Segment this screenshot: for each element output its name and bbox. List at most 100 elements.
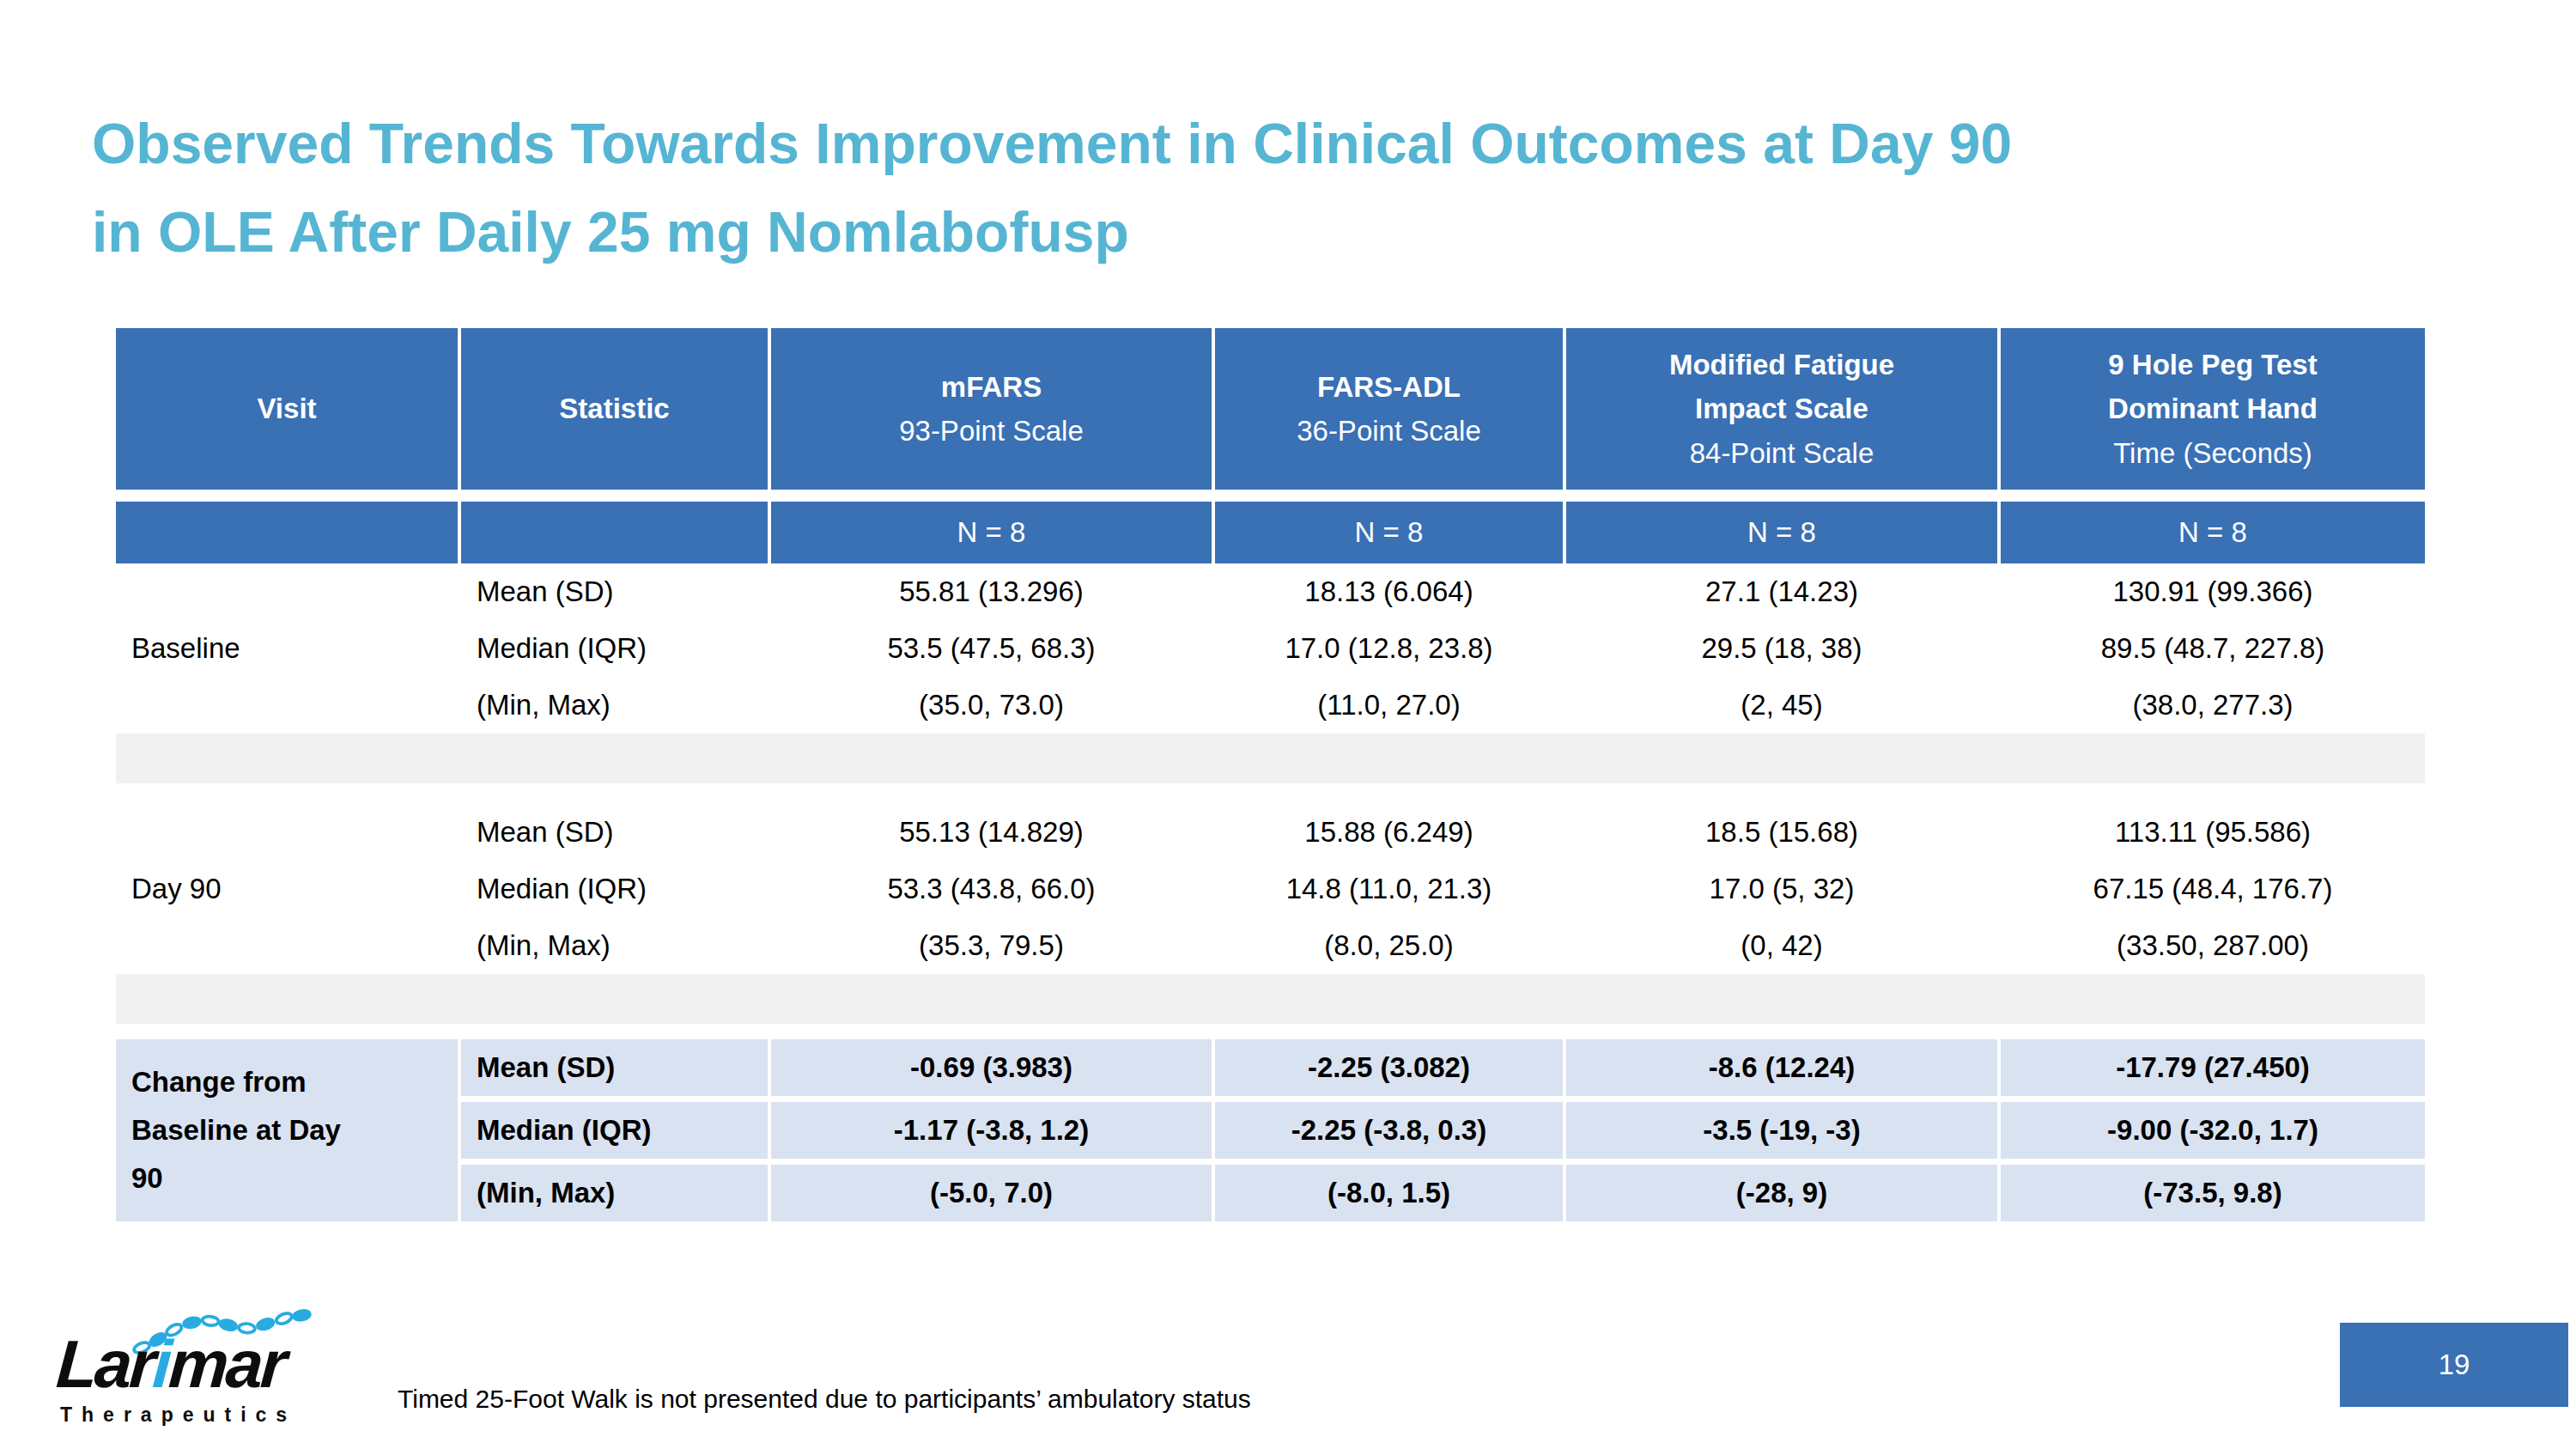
slide-title: Observed Trends Towards Improvement in C… — [92, 100, 2530, 277]
value-cell: 53.5 (47.5, 68.3) — [771, 620, 1215, 677]
column-header-label: Visit — [128, 387, 446, 430]
divider-cell — [116, 974, 2428, 1024]
value-cell: -0.69 (3.983) — [771, 1039, 1215, 1096]
value-cell: 130.91 (99.366) — [2001, 563, 2428, 620]
statistic-label: Median (IQR) — [461, 620, 771, 677]
column-header-visit: Visit — [116, 328, 461, 490]
column-header-sub: 84-Point Scale — [1566, 431, 1997, 475]
column-header-peg-test: 9 Hole Peg Test Dominant Hand Time (Seco… — [2001, 328, 2428, 490]
visit-cell: Day 90 — [116, 804, 461, 974]
spacer-row — [116, 1024, 2428, 1039]
value-cell: (38.0, 277.3) — [2001, 677, 2428, 734]
value-cell: (-73.5, 9.8) — [2001, 1159, 2428, 1221]
visit-label: Baseline — [131, 624, 346, 673]
divider-cell — [116, 1024, 2428, 1039]
visit-cell: Change from Baseline at Day 90 — [116, 1039, 461, 1221]
statistic-label: Median (IQR) — [461, 861, 771, 917]
value-cell: (8.0, 25.0) — [1215, 917, 1566, 974]
visit-cell: Baseline — [116, 563, 461, 734]
spacer-row — [116, 783, 2428, 804]
visit-label: Day 90 — [131, 865, 346, 913]
column-header-label: Statistic — [461, 387, 768, 430]
value-cell: 53.3 (43.8, 66.0) — [771, 861, 1215, 917]
value-cell: (-5.0, 7.0) — [771, 1159, 1215, 1221]
sample-size-row: N = 8 N = 8 N = 8 N = 8 — [116, 502, 2428, 563]
column-header-mfars: mFARS 93-Point Scale — [771, 328, 1215, 490]
statistic-label: Mean (SD) — [461, 1039, 771, 1096]
value-cell: -1.17 (-3.8, 1.2) — [771, 1096, 1215, 1159]
value-cell: -8.6 (12.24) — [1566, 1039, 2001, 1096]
sample-size-cell: N = 8 — [2001, 502, 2428, 563]
footnote: Timed 25-Foot Walk is not presented due … — [398, 1385, 1251, 1414]
column-header-label: 9 Hole Peg Test Dominant Hand — [2054, 343, 2372, 430]
statistic-label: (Min, Max) — [461, 917, 771, 974]
statistic-label: (Min, Max) — [461, 677, 771, 734]
statistic-label: Median (IQR) — [461, 1096, 771, 1159]
sample-size-cell: N = 8 — [1215, 502, 1566, 563]
value-cell: 29.5 (18, 38) — [1566, 620, 2001, 677]
header-gap-row — [116, 490, 2428, 502]
statistic-label: Mean (SD) — [461, 804, 771, 861]
value-cell: -2.25 (-3.8, 0.3) — [1215, 1096, 1566, 1159]
column-header-fatigue-scale: Modified Fatigue Impact Scale 84-Point S… — [1566, 328, 2001, 490]
value-cell: 18.5 (15.68) — [1566, 804, 2001, 861]
value-cell: -9.00 (-32.0, 1.7) — [2001, 1096, 2428, 1159]
divider-cell — [116, 734, 2428, 783]
table-row: (Min, Max)(35.0, 73.0)(11.0, 27.0)(2, 45… — [116, 677, 2428, 734]
page-number-box: 19 — [2340, 1323, 2568, 1407]
table-row: Median (IQR)53.3 (43.8, 66.0)14.8 (11.0,… — [116, 861, 2428, 917]
value-cell: 113.11 (95.586) — [2001, 804, 2428, 861]
larimar-logo: Larimar Therapeutics — [57, 1330, 331, 1427]
value-cell: 18.13 (6.064) — [1215, 563, 1566, 620]
page-number: 19 — [2439, 1349, 2470, 1381]
sample-size-cell — [461, 502, 771, 563]
value-cell: 55.13 (14.829) — [771, 804, 1215, 861]
value-cell: (0, 42) — [1566, 917, 2001, 974]
value-cell: (35.3, 79.5) — [771, 917, 1215, 974]
table-header-row: Visit Statistic mFARS 93-Point Scale FAR… — [116, 328, 2428, 490]
statistic-label: Mean (SD) — [461, 563, 771, 620]
table-row: Median (IQR)53.5 (47.5, 68.3)17.0 (12.8,… — [116, 620, 2428, 677]
value-cell: (-28, 9) — [1566, 1159, 2001, 1221]
logo-subtitle: Therapeutics — [57, 1403, 331, 1427]
value-cell: (11.0, 27.0) — [1215, 677, 1566, 734]
table-row: (Min, Max)(35.3, 79.5)(8.0, 25.0)(0, 42)… — [116, 917, 2428, 974]
column-header-label: FARS-ADL — [1230, 365, 1548, 409]
value-cell: 17.0 (12.8, 23.8) — [1215, 620, 1566, 677]
value-cell: 67.15 (48.4, 176.7) — [2001, 861, 2428, 917]
value-cell: (33.50, 287.00) — [2001, 917, 2428, 974]
logo-wordmark: Larimar — [54, 1330, 334, 1400]
clinical-outcomes-table: Visit Statistic mFARS 93-Point Scale FAR… — [116, 328, 2428, 1221]
slide-title-line1: Observed Trends Towards Improvement in C… — [92, 100, 2530, 188]
column-header-statistic: Statistic — [461, 328, 771, 490]
visit-label: Change from Baseline at Day 90 — [131, 1058, 346, 1202]
column-header-fars-adl: FARS-ADL 36-Point Scale — [1215, 328, 1566, 490]
value-cell: (2, 45) — [1566, 677, 2001, 734]
table-row: Day 90Mean (SD)55.13 (14.829)15.88 (6.24… — [116, 804, 2428, 861]
table-row: (Min, Max)(-5.0, 7.0)(-8.0, 1.5)(-28, 9)… — [116, 1159, 2428, 1221]
value-cell: 55.81 (13.296) — [771, 563, 1215, 620]
value-cell: 27.1 (14.23) — [1566, 563, 2001, 620]
sample-size-cell — [116, 502, 461, 563]
value-cell: 89.5 (48.7, 227.8) — [2001, 620, 2428, 677]
value-cell: -3.5 (-19, -3) — [1566, 1096, 2001, 1159]
table-row: Median (IQR)-1.17 (-3.8, 1.2)-2.25 (-3.8… — [116, 1096, 2428, 1159]
sample-size-cell: N = 8 — [1566, 502, 2001, 563]
column-header-label: Modified Fatigue Impact Scale — [1623, 343, 1941, 430]
divider-cell — [116, 490, 2428, 502]
slide: Observed Trends Towards Improvement in C… — [0, 0, 2576, 1449]
logo-text: Lar — [54, 1326, 156, 1402]
value-cell: 14.8 (11.0, 21.3) — [1215, 861, 1566, 917]
value-cell: -2.25 (3.082) — [1215, 1039, 1566, 1096]
column-header-sub: 93-Point Scale — [771, 409, 1212, 453]
column-header-sub: 36-Point Scale — [1215, 409, 1563, 453]
gray-divider-row — [116, 734, 2428, 783]
value-cell: -17.79 (27.450) — [2001, 1039, 2428, 1096]
column-header-sub: Time (Seconds) — [2001, 431, 2425, 475]
value-cell: 17.0 (5, 32) — [1566, 861, 2001, 917]
slide-title-line2: in OLE After Daily 25 mg Nomlabofusp — [92, 188, 2530, 277]
table-row: Change from Baseline at Day 90Mean (SD)-… — [116, 1039, 2428, 1096]
column-header-label: mFARS — [833, 365, 1151, 409]
table-row: BaselineMean (SD)55.81 (13.296)18.13 (6.… — [116, 563, 2428, 620]
value-cell: (35.0, 73.0) — [771, 677, 1215, 734]
